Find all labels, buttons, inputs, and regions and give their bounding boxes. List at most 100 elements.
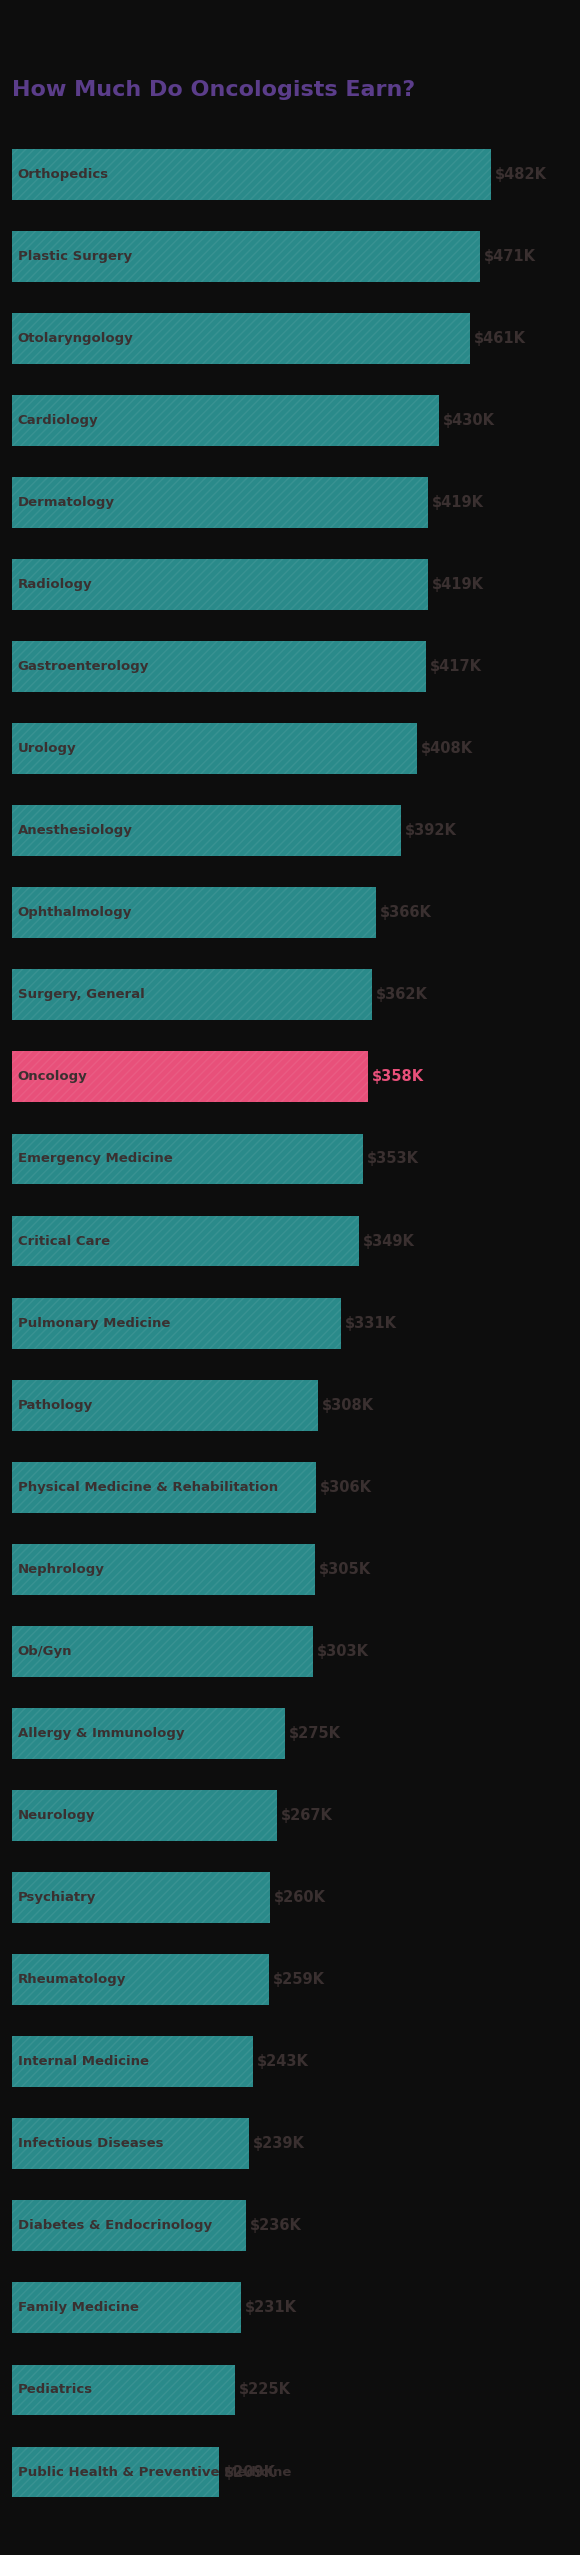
Text: $225K: $225K [240,2381,291,2397]
Text: $362K: $362K [375,986,427,1002]
Text: Family Medicine: Family Medicine [17,2302,139,2315]
Text: $236K: $236K [250,2218,302,2233]
Text: Pathology: Pathology [17,1398,93,1413]
Text: Urology: Urology [17,741,76,756]
Bar [12,1216,358,1267]
Bar [12,1216,358,1267]
Text: Pediatrics: Pediatrics [17,2384,93,2397]
Bar [12,805,401,856]
Text: Critical Care: Critical Care [17,1234,110,1247]
Bar [12,2282,241,2333]
Text: $231K: $231K [245,2300,298,2315]
Bar [12,2118,249,2169]
Text: $349K: $349K [362,1234,415,1249]
Bar [12,2448,219,2496]
Text: Orthopedics: Orthopedics [17,169,108,181]
Bar [12,2282,241,2333]
Text: $275K: $275K [289,1727,341,1740]
Text: Physical Medicine & Rehabilitation: Physical Medicine & Rehabilitation [17,1482,278,1495]
Text: $306K: $306K [320,1479,372,1495]
Bar [12,2200,246,2251]
Text: Pulmonary Medicine: Pulmonary Medicine [17,1316,170,1329]
Text: $239K: $239K [253,2136,305,2151]
Bar [12,396,439,445]
Bar [12,148,491,199]
Text: Psychiatry: Psychiatry [17,1891,96,1903]
Bar [12,1873,270,1924]
Bar [12,1955,269,2006]
Bar [12,2363,235,2414]
Bar [12,2118,249,2169]
Text: Gastroenterology: Gastroenterology [17,659,149,672]
Bar [12,148,491,199]
Text: Plastic Surgery: Plastic Surgery [17,250,132,263]
Bar [12,312,470,363]
Bar [12,396,439,445]
Bar [12,230,480,281]
Bar [12,1134,362,1186]
Bar [12,1707,285,1758]
Bar [12,2448,219,2496]
Text: Public Health & Preventive Medicine: Public Health & Preventive Medicine [17,2466,291,2478]
Bar [12,1625,313,1676]
Bar [12,1543,315,1594]
Text: Otolaryngology: Otolaryngology [17,332,133,345]
Bar [12,560,428,611]
Bar [12,968,372,1019]
Bar [12,1053,368,1101]
Bar [12,723,417,774]
Text: $482K: $482K [495,166,547,181]
Text: Surgery, General: Surgery, General [17,989,144,1002]
Text: Ophthalmology: Ophthalmology [17,907,132,920]
Bar [12,1461,316,1513]
Text: $260K: $260K [274,1891,326,1906]
Text: $366K: $366K [379,904,432,920]
Bar [12,478,428,529]
Text: $358K: $358K [372,1071,423,1083]
Bar [12,1134,362,1186]
Bar [12,887,375,938]
Bar [12,1791,277,1842]
Text: Neurology: Neurology [17,1809,95,1822]
Text: Radiology: Radiology [17,577,92,590]
Text: Rheumatology: Rheumatology [17,1972,126,1985]
Text: $408K: $408K [421,741,473,756]
Bar [12,1873,270,1924]
Bar [12,641,426,692]
Bar [12,1380,318,1431]
Bar [12,2363,235,2414]
Text: $308K: $308K [322,1398,374,1413]
Bar [12,887,375,938]
Text: Nephrology: Nephrology [17,1564,104,1576]
Bar [12,1298,340,1349]
Text: Emergency Medicine: Emergency Medicine [17,1152,172,1165]
Text: $392K: $392K [405,823,457,838]
Bar [12,2036,253,2087]
Text: Allergy & Immunology: Allergy & Immunology [17,1727,184,1740]
Text: $419K: $419K [432,577,484,593]
Bar [12,2200,246,2251]
Bar [12,805,401,856]
Text: $303K: $303K [317,1643,369,1658]
Bar [12,1461,316,1513]
Text: Ob/Gyn: Ob/Gyn [17,1645,72,1658]
Text: $471K: $471K [484,248,536,263]
Text: Cardiology: Cardiology [17,414,98,427]
Text: How Much Do Oncologists Earn?: How Much Do Oncologists Earn? [12,79,415,100]
Bar [12,312,470,363]
Text: $417K: $417K [430,659,482,675]
Bar [12,641,426,692]
Text: $209K: $209K [223,2466,276,2478]
Bar [12,1543,315,1594]
Text: $461K: $461K [474,330,526,345]
Text: $331K: $331K [345,1316,397,1331]
Text: Diabetes & Endocrinology: Diabetes & Endocrinology [17,2220,212,2233]
Bar [12,230,480,281]
Bar [12,723,417,774]
Bar [12,1298,340,1349]
Bar [12,1625,313,1676]
Bar [12,1380,318,1431]
Bar [12,1791,277,1842]
Bar [12,560,428,611]
Text: $305K: $305K [319,1561,371,1576]
